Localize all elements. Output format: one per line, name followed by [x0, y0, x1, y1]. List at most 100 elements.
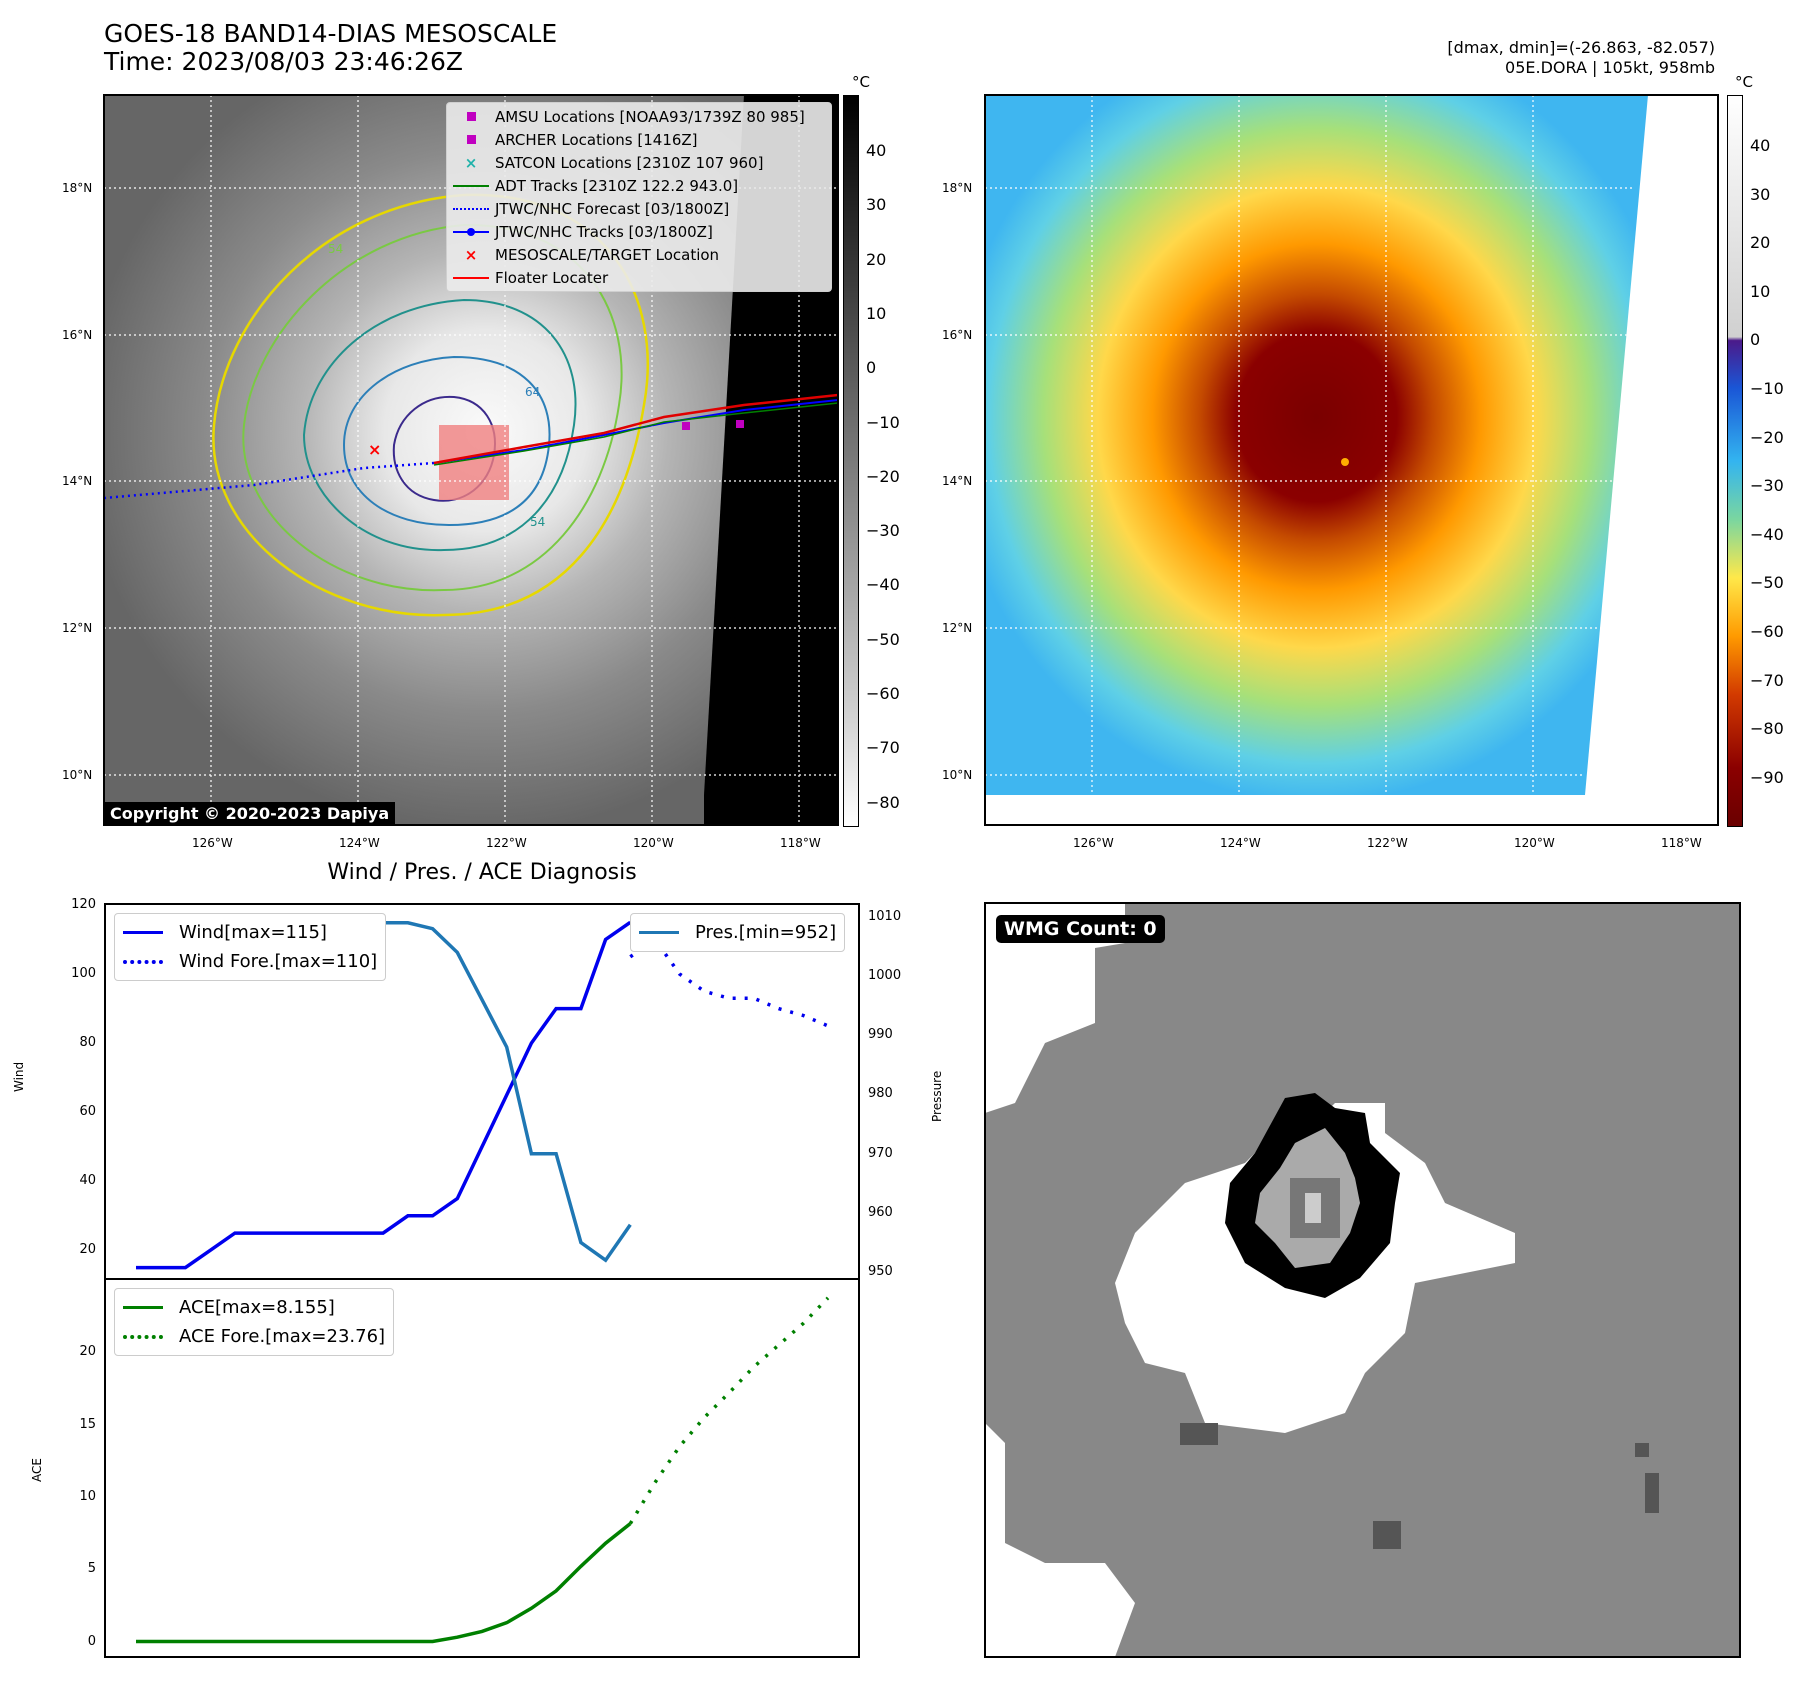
y-tick-label: 0: [87, 1633, 96, 1649]
diagnosis-title: Wind / Pres. / ACE Diagnosis: [327, 860, 637, 885]
y-tick-label: 950: [868, 1264, 893, 1280]
colorbar-tick: −10: [866, 412, 900, 432]
y-tick-label: 60: [79, 1104, 96, 1120]
lat-tick: 10°N: [942, 768, 973, 782]
color-map-frame: [984, 94, 1719, 826]
y-tick-label: 20: [79, 1242, 96, 1258]
ace-frame: [104, 1278, 860, 1658]
dotted-line-icon: [123, 1334, 163, 1339]
copyright-label: Copyright © 2020-2023 Dapiya: [104, 802, 396, 825]
wmg-count-badge: WMG Count: 0: [996, 915, 1165, 943]
storm-stats: [dmax, dmin]=(-26.863, -82.057) 05E.DORA…: [1447, 38, 1715, 78]
colorbar-tick: −20: [866, 466, 900, 486]
colorbar-tick: 10: [1750, 281, 1771, 301]
contour-label: 64: [525, 385, 541, 399]
line-icon: [453, 276, 489, 279]
lon-tick: 126°W: [192, 836, 233, 850]
legend-item: Pres.[min=952]: [639, 918, 836, 947]
colorbar-tick: −90: [1750, 767, 1784, 787]
lat-tick: 16°N: [62, 328, 93, 342]
lat-tick: 14°N: [942, 474, 973, 488]
square-marker-icon: [466, 135, 476, 144]
ir-map-frame: [103, 94, 839, 826]
legend-item: ACE Fore.[max=23.76]: [123, 1322, 385, 1351]
ir-map-legend: AMSU Locations [NOAA93/1739Z 80 985] ARC…: [446, 102, 832, 292]
contour-label: 54: [530, 515, 546, 529]
series-line: [136, 1522, 632, 1644]
ace-legend: ACE[max=8.155] ACE Fore.[max=23.76]: [114, 1288, 395, 1356]
wmg-frame: [984, 902, 1741, 1658]
legend-item: × MESOSCALE/TARGET Location: [464, 245, 720, 264]
y-tick-label: 20: [79, 1344, 96, 1360]
lat-tick: 18°N: [942, 181, 973, 195]
legend-item: × SATCON Locations [2310Z 107 960]: [464, 153, 764, 172]
colorbar-tick: 20: [1750, 233, 1771, 253]
legend-item: JTWC/NHC Forecast [03/1800Z]: [447, 197, 831, 220]
colorbar-tick: 40: [866, 141, 887, 160]
square-marker-icon: [466, 112, 476, 121]
pressure-axis-label: Pressure: [930, 1070, 944, 1122]
legend-item: ACE[max=8.155]: [123, 1293, 385, 1322]
y-tick-label: 980: [868, 1086, 893, 1102]
color-colorbar: [1727, 95, 1743, 827]
lon-tick: 122°W: [1367, 836, 1408, 850]
series-line: [136, 920, 632, 1270]
stats-line-2: 05E.DORA | 105kt, 958mb: [1505, 58, 1715, 77]
colorbar-tick: 0: [866, 358, 877, 378]
lon-tick: 120°W: [633, 836, 674, 850]
dotted-line-icon: [123, 959, 163, 964]
y-tick-label: 1000: [868, 968, 902, 984]
pressure-legend: Pres.[min=952]: [630, 913, 846, 952]
colorbar-unit: °C: [1735, 73, 1753, 91]
contour-label: 54: [328, 242, 344, 256]
colorbar-tick: −80: [866, 792, 900, 812]
lon-tick: 120°W: [1514, 836, 1555, 850]
colorbar-tick: 30: [1750, 184, 1771, 204]
x-marker-icon: ×: [464, 245, 478, 264]
lat-tick: 18°N: [62, 181, 93, 195]
colorbar-tick: 10: [866, 303, 887, 323]
colorbar-unit: °C: [852, 73, 870, 91]
title-line-1: GOES-18 BAND14-DIAS MESOSCALE: [104, 19, 558, 48]
colorbar-tick: −30: [866, 521, 900, 541]
solid-line-icon: [123, 931, 163, 934]
colorbar-tick: −50: [866, 629, 900, 649]
legend-item: ADT Tracks [2310Z 122.2 943.0]: [447, 174, 831, 197]
color-map-image: [985, 95, 1648, 825]
lat-tick: 12°N: [62, 621, 93, 635]
colorbar-tick: −60: [1750, 622, 1784, 641]
lon-tick: 126°W: [1073, 836, 1114, 850]
legend-item: Floater Locater: [447, 266, 831, 289]
colorbar-tick: −60: [866, 684, 900, 703]
wind-legend: Wind[max=115] Wind Fore.[max=110]: [114, 913, 387, 981]
series-line: [629, 937, 829, 1028]
line-dot-icon: [453, 227, 489, 236]
legend-item: AMSU Locations [NOAA93/1739Z 80 985]: [447, 105, 831, 128]
lat-tick: 10°N: [62, 768, 93, 782]
legend-item: ARCHER Locations [1416Z]: [447, 128, 831, 151]
lon-tick: 124°W: [1220, 836, 1261, 850]
stats-line-1: [dmax, dmin]=(-26.863, -82.057): [1447, 38, 1715, 57]
line-icon: [453, 184, 489, 187]
y-tick-label: 970: [868, 1145, 893, 1161]
series-line: [628, 1296, 830, 1525]
y-tick-label: 960: [868, 1204, 893, 1220]
ace-plot: [136, 1296, 830, 1644]
lat-tick: 14°N: [62, 474, 93, 488]
solid-line-icon: [123, 1306, 163, 1309]
svg-text:×: ×: [368, 440, 381, 459]
y-tick-label: 40: [79, 1173, 96, 1189]
colorbar-tick: −80: [1750, 719, 1784, 739]
y-tick-label: 120: [71, 897, 96, 912]
grayscale-colorbar: [843, 95, 859, 827]
y-tick-label: 990: [868, 1027, 893, 1043]
colorbar-tick: 40: [1750, 136, 1771, 155]
x-marker-icon: ×: [464, 153, 478, 172]
colorbar-tick: −40: [1750, 524, 1784, 544]
legend-item: Wind Fore.[max=110]: [123, 947, 377, 976]
y-tick-label: 80: [79, 1035, 96, 1051]
dotted-line-icon: [453, 207, 489, 210]
y-tick-label: 5: [87, 1561, 96, 1577]
y-tick-label: 100: [71, 966, 96, 982]
ace-axis-label: ACE: [30, 1458, 44, 1482]
